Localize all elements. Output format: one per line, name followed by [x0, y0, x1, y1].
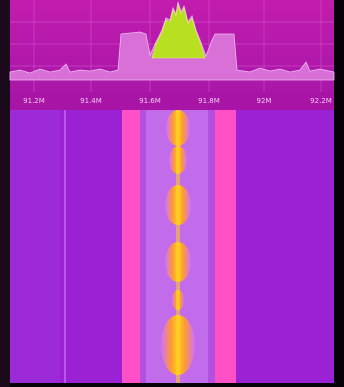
signal-peak: [151, 3, 206, 59]
waterfall-line: [64, 110, 66, 383]
carrier: [176, 110, 180, 383]
bottom-edge: [10, 383, 334, 387]
frequency-label: 92M: [257, 97, 272, 105]
spectrum-panel: 91.2M 91.4M 91.6M 91.8M 92M 92.2M: [9, 0, 335, 110]
frequency-label: 91.4M: [80, 97, 102, 105]
left-edge: [0, 0, 10, 387]
axis-bar: [10, 92, 334, 110]
frequency-label: 91.6M: [139, 97, 161, 105]
frequency-label: 92.2M: [310, 97, 332, 105]
waterfall-noise: [10, 110, 60, 383]
sideband-right: [215, 110, 236, 383]
sideband-left: [122, 110, 140, 383]
waterfall: [10, 110, 334, 383]
frequency-label: 91.8M: [198, 97, 220, 105]
frequency-label: 91.2M: [23, 97, 45, 105]
